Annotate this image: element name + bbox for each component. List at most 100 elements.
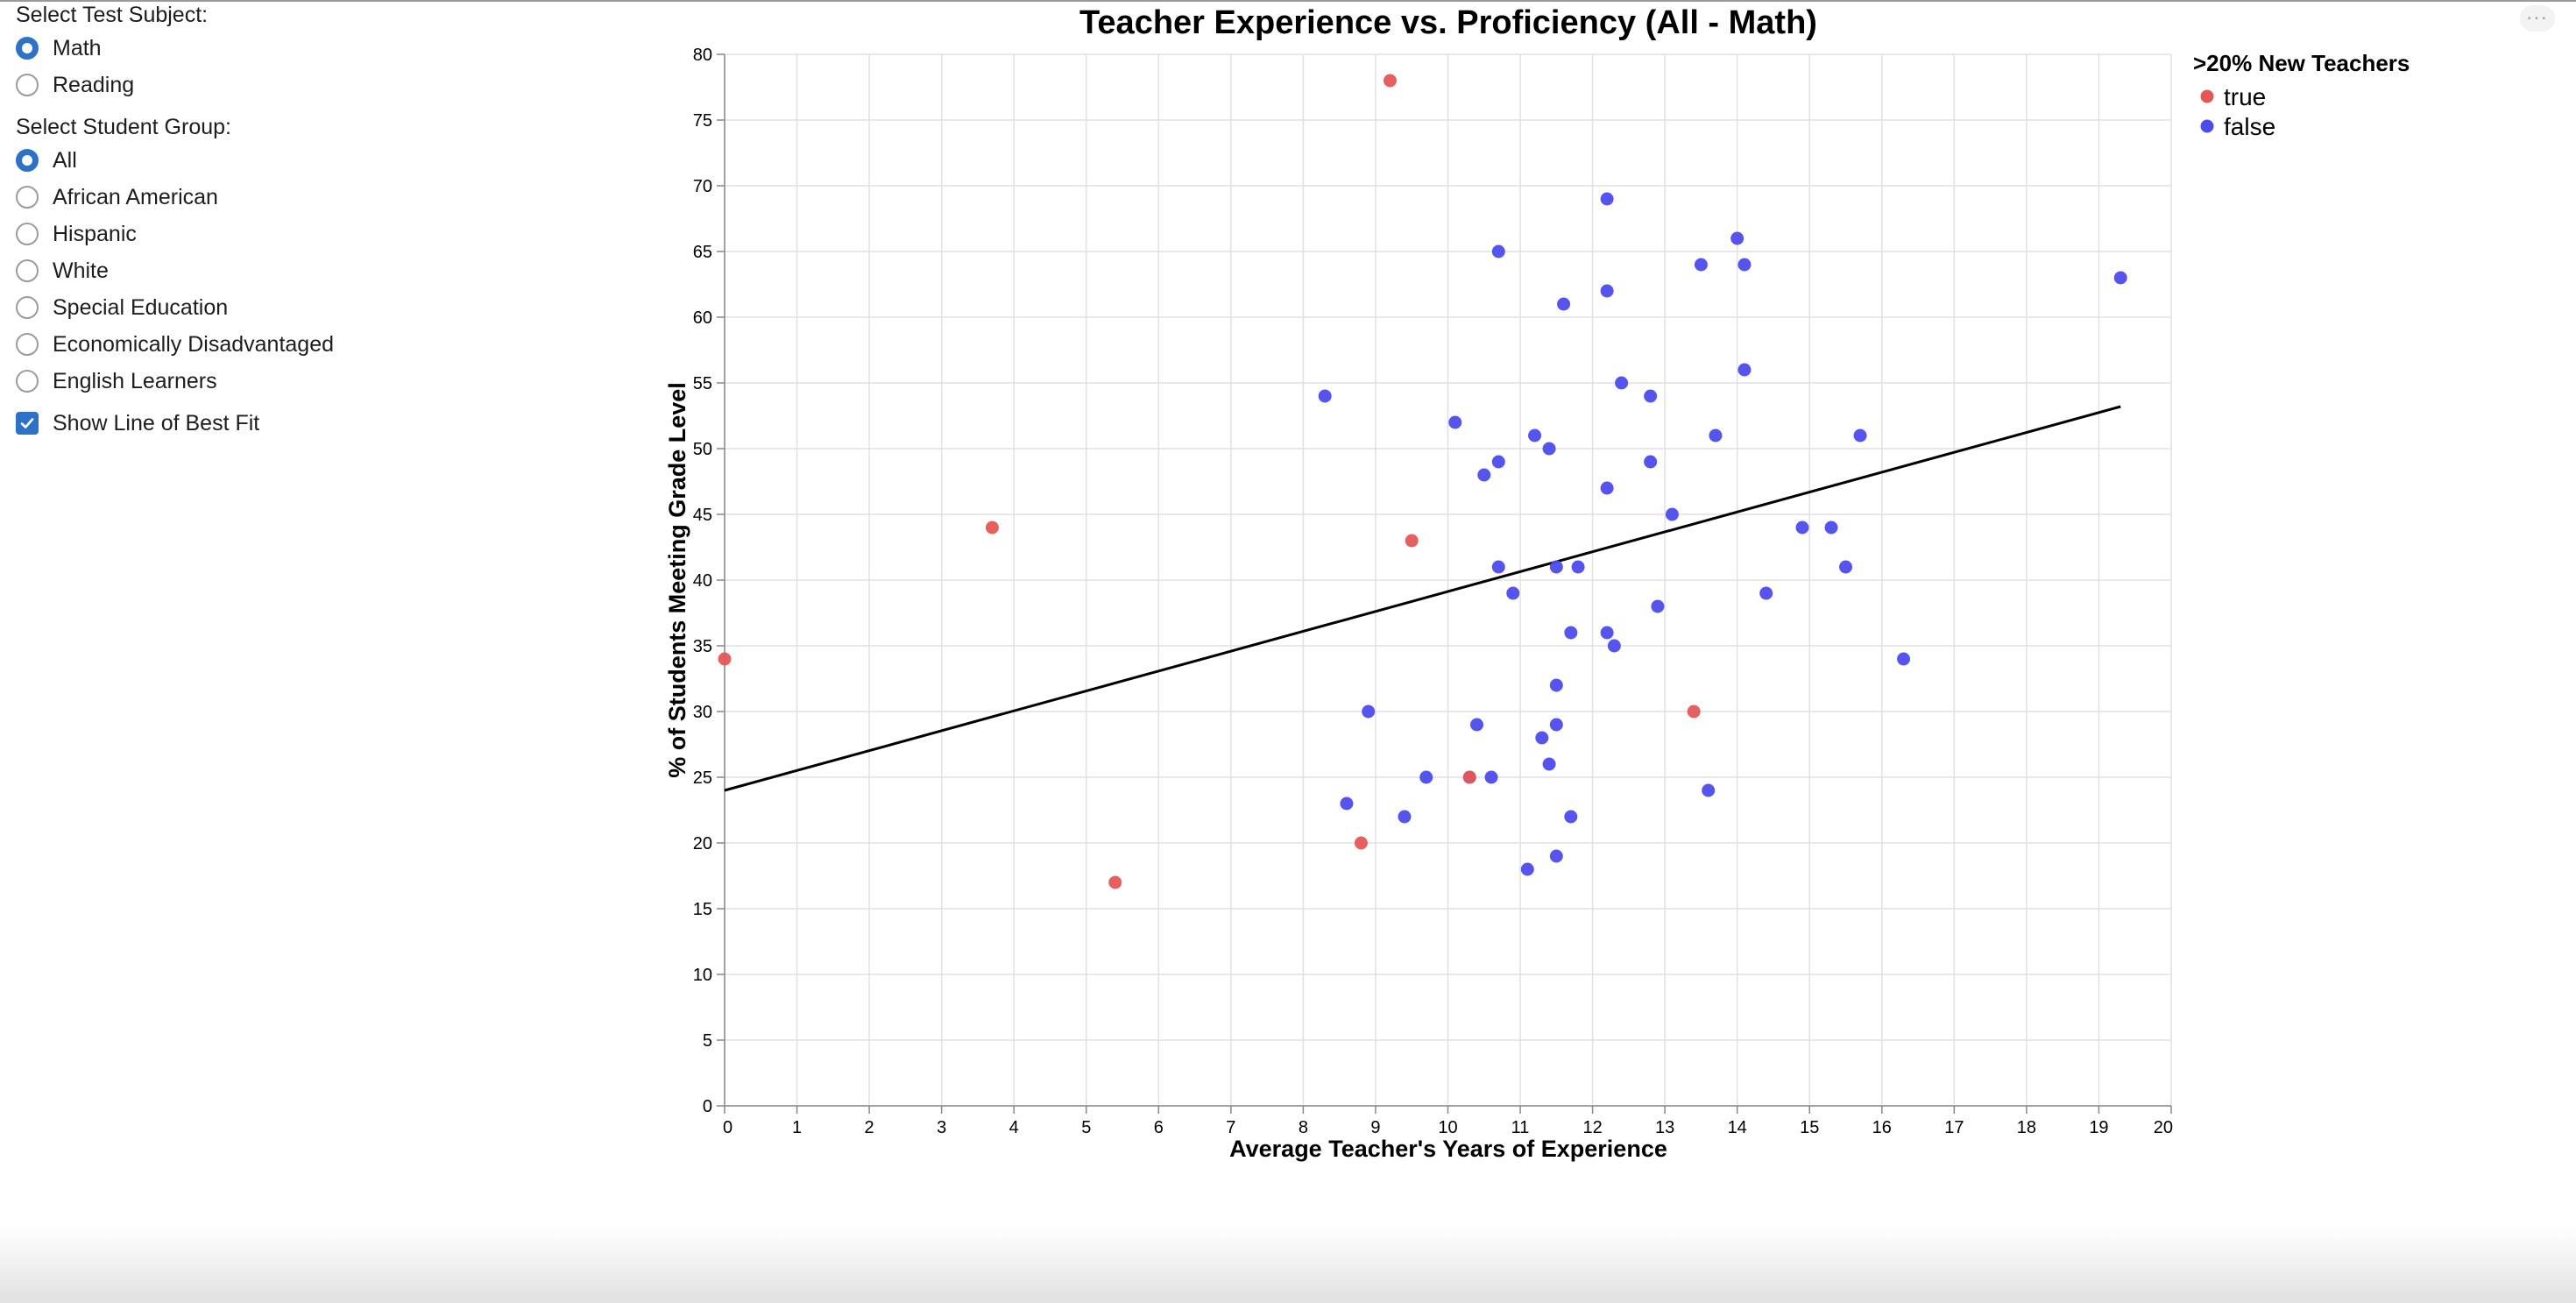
data-point-false[interactable] bbox=[1615, 376, 1629, 390]
data-point-false[interactable] bbox=[1491, 455, 1505, 469]
y-axis-title: % of Students Meeting Grade Level bbox=[664, 382, 690, 778]
radio-economically-disadvantaged[interactable] bbox=[16, 333, 39, 356]
data-point-false[interactable] bbox=[1484, 770, 1498, 784]
x-tick-label: 16 bbox=[1872, 1118, 1892, 1137]
data-point-false[interactable] bbox=[1419, 770, 1433, 784]
data-point-false[interactable] bbox=[1853, 428, 1867, 443]
y-tick-label: 30 bbox=[693, 703, 712, 722]
data-point-false[interactable] bbox=[1600, 626, 1614, 640]
radio-all[interactable] bbox=[16, 149, 39, 172]
data-point-false[interactable] bbox=[1564, 810, 1578, 824]
data-point-false[interactable] bbox=[1340, 797, 1354, 811]
data-point-false[interactable] bbox=[1607, 639, 1621, 653]
best-fit-toggle[interactable]: Show Line of Best Fit bbox=[16, 405, 629, 442]
radio-hispanic[interactable] bbox=[16, 223, 39, 245]
more-options-icon[interactable]: ··· bbox=[2520, 5, 2555, 32]
bottom-shade bbox=[0, 1227, 2576, 1303]
data-point-true[interactable] bbox=[1687, 705, 1701, 719]
data-point-false[interactable] bbox=[1477, 468, 1491, 482]
data-point-false[interactable] bbox=[1549, 718, 1563, 732]
y-tick-label: 5 bbox=[703, 1031, 712, 1051]
subject-option-reading[interactable]: Reading bbox=[16, 67, 629, 103]
x-tick-label: 0 bbox=[723, 1118, 732, 1137]
data-point-false[interactable] bbox=[1535, 731, 1549, 745]
group-option-hispanic[interactable]: Hispanic bbox=[16, 216, 629, 252]
radio-reading[interactable] bbox=[16, 74, 39, 96]
data-point-false[interactable] bbox=[1564, 626, 1578, 640]
data-point-false[interactable] bbox=[1897, 652, 1911, 666]
data-point-false[interactable] bbox=[1398, 810, 1412, 824]
group-option-economically-disadvantaged[interactable]: Economically Disadvantaged bbox=[16, 326, 629, 363]
data-point-false[interactable] bbox=[1644, 389, 1658, 403]
x-tick-label: 1 bbox=[792, 1118, 802, 1137]
data-point-false[interactable] bbox=[1520, 862, 1534, 876]
data-point-true[interactable] bbox=[985, 520, 999, 535]
data-point-false[interactable] bbox=[1824, 520, 1838, 535]
controls-panel: Select Test Subject: Math Reading Select… bbox=[16, 0, 629, 442]
group-option-special-education[interactable]: Special Education bbox=[16, 289, 629, 326]
data-point-false[interactable] bbox=[1318, 389, 1332, 403]
legend-swatch-false bbox=[2200, 119, 2214, 133]
data-point-false[interactable] bbox=[1491, 244, 1505, 258]
data-point-false[interactable] bbox=[1506, 586, 1520, 600]
data-point-false[interactable] bbox=[1600, 481, 1614, 495]
data-point-false[interactable] bbox=[1709, 428, 1723, 443]
data-point-false[interactable] bbox=[1702, 783, 1716, 797]
data-point-false[interactable] bbox=[1528, 428, 1542, 443]
data-point-false[interactable] bbox=[1448, 415, 1462, 429]
data-point-false[interactable] bbox=[1600, 192, 1614, 206]
group-option-english-learners[interactable]: English Learners bbox=[16, 363, 629, 400]
x-tick-label: 19 bbox=[2089, 1118, 2108, 1137]
data-point-false[interactable] bbox=[1557, 297, 1571, 311]
x-tick-label: 11 bbox=[1511, 1118, 1530, 1137]
data-point-false[interactable] bbox=[1600, 284, 1614, 298]
group-option-label: All bbox=[53, 147, 77, 173]
radio-english-learners[interactable] bbox=[16, 370, 39, 393]
data-point-false[interactable] bbox=[1571, 560, 1585, 574]
data-point-true[interactable] bbox=[1383, 74, 1397, 88]
best-fit-checkbox[interactable] bbox=[16, 412, 39, 435]
radio-math[interactable] bbox=[16, 37, 39, 60]
data-point-false[interactable] bbox=[1491, 560, 1505, 574]
data-point-true[interactable] bbox=[1462, 770, 1476, 784]
legend-label-true: true bbox=[2224, 83, 2266, 110]
data-point-false[interactable] bbox=[2113, 271, 2127, 285]
more-options-glyph: ··· bbox=[2526, 8, 2549, 29]
data-point-false[interactable] bbox=[1730, 231, 1744, 245]
data-point-false[interactable] bbox=[1549, 849, 1563, 863]
subject-option-math[interactable]: Math bbox=[16, 30, 629, 67]
data-point-false[interactable] bbox=[1651, 599, 1665, 613]
data-point-false[interactable] bbox=[1759, 586, 1773, 600]
legend: >20% New Teachers true false bbox=[2193, 50, 2410, 140]
group-heading: Select Student Group: bbox=[16, 115, 231, 139]
x-tick-label: 14 bbox=[1728, 1118, 1747, 1137]
group-option-african-american[interactable]: African American bbox=[16, 179, 629, 216]
x-tick-label: 3 bbox=[937, 1118, 946, 1137]
radio-african-american[interactable] bbox=[16, 186, 39, 209]
data-point-false[interactable] bbox=[1737, 258, 1752, 272]
group-option-all[interactable]: All bbox=[16, 142, 629, 179]
data-point-false[interactable] bbox=[1694, 258, 1708, 272]
data-point-false[interactable] bbox=[1362, 705, 1376, 719]
data-point-true[interactable] bbox=[1108, 875, 1122, 889]
radio-white[interactable] bbox=[16, 259, 39, 282]
data-point-false[interactable] bbox=[1795, 520, 1809, 535]
data-point-false[interactable] bbox=[1549, 560, 1563, 574]
data-point-true[interactable] bbox=[718, 652, 732, 666]
data-point-false[interactable] bbox=[1542, 442, 1556, 456]
group-option-white[interactable]: White bbox=[16, 252, 629, 289]
data-point-false[interactable] bbox=[1644, 455, 1658, 469]
radio-special-education[interactable] bbox=[16, 296, 39, 319]
y-tick-label: 50 bbox=[693, 440, 712, 459]
data-point-false[interactable] bbox=[1549, 678, 1563, 692]
data-point-false[interactable] bbox=[1737, 363, 1752, 377]
data-point-false[interactable] bbox=[1470, 718, 1484, 732]
data-point-false[interactable] bbox=[1542, 757, 1556, 771]
x-tick-label: 2 bbox=[865, 1118, 874, 1137]
data-point-false[interactable] bbox=[1665, 507, 1679, 521]
data-point-true[interactable] bbox=[1354, 836, 1368, 850]
points-layer bbox=[718, 74, 2127, 889]
subject-option-label: Reading bbox=[53, 72, 135, 97]
data-point-false[interactable] bbox=[1839, 560, 1853, 574]
data-point-true[interactable] bbox=[1405, 534, 1419, 548]
